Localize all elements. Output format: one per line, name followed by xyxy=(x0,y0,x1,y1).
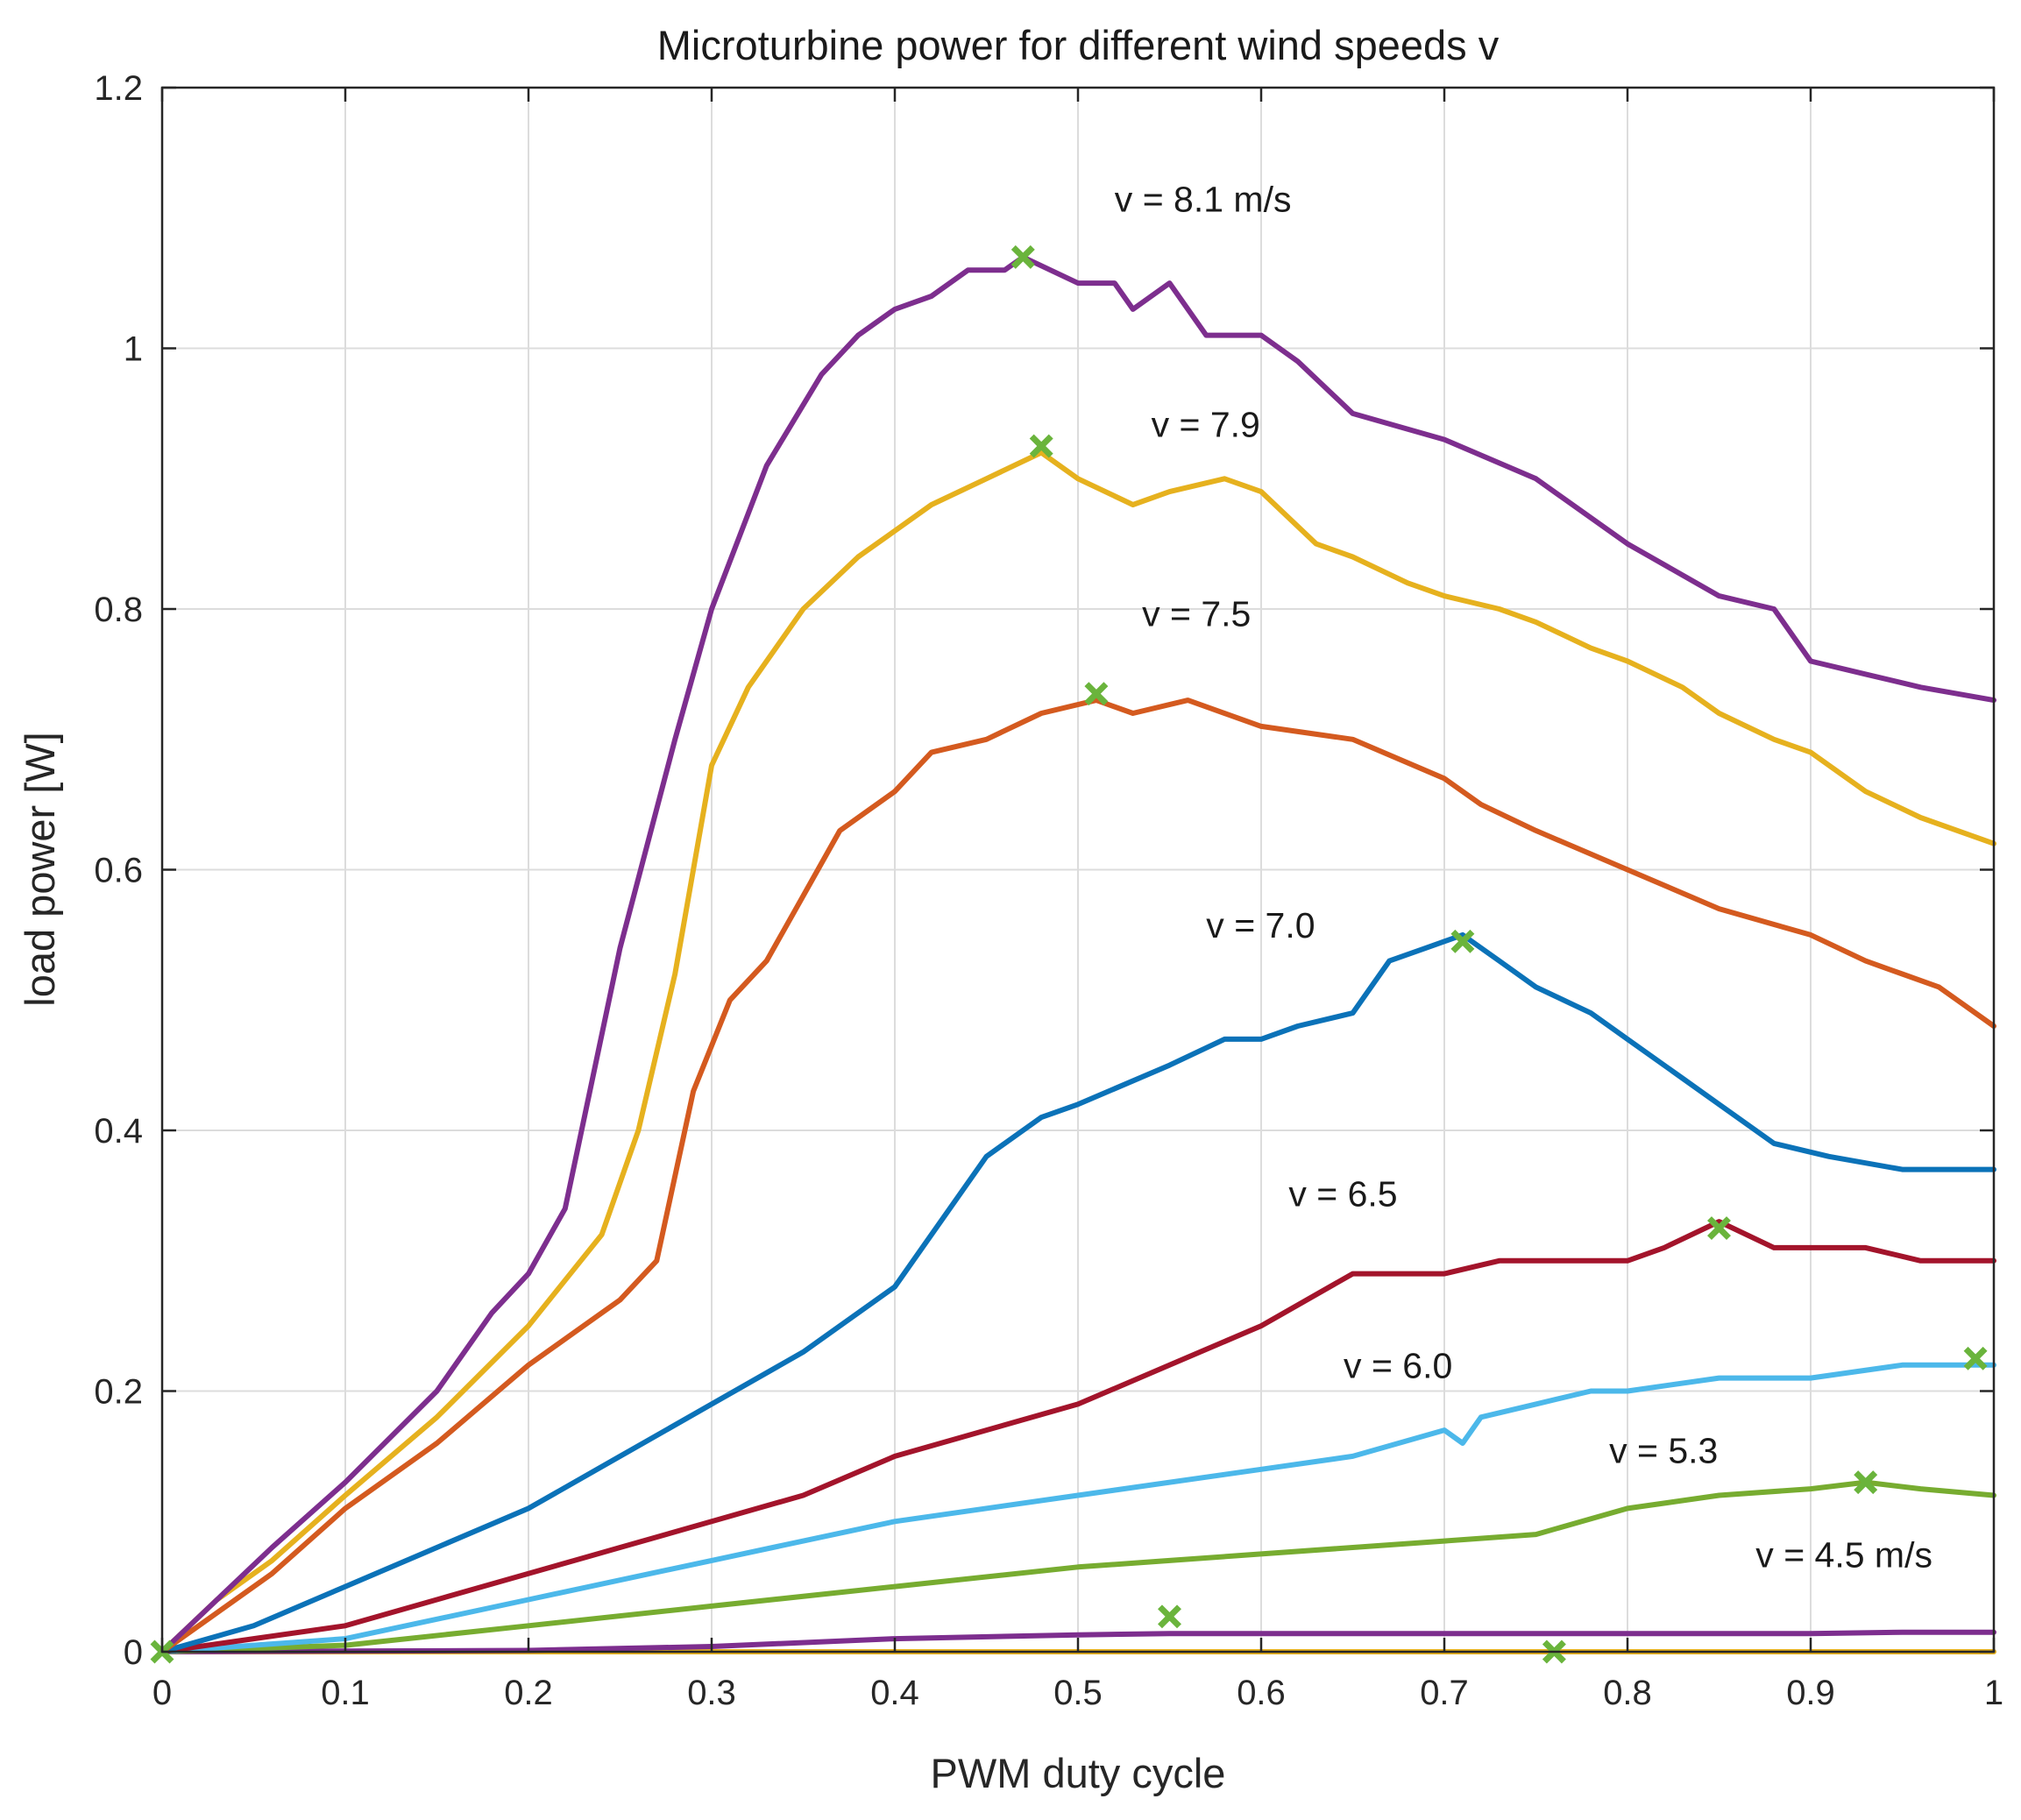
x-tick-label: 0.2 xyxy=(504,1674,553,1712)
x-tick-label: 0 xyxy=(152,1674,172,1712)
max-point-marker xyxy=(1158,1604,1181,1629)
x-tick-label: 0.7 xyxy=(1420,1674,1469,1712)
series-annotation: v = 7.5 xyxy=(1142,593,1251,634)
series-line-v-4-5-m-s xyxy=(160,1629,1996,1654)
chart-title: Microturbine power for different wind sp… xyxy=(657,22,1500,68)
x-tick-label: 0.8 xyxy=(1603,1674,1652,1712)
marker-stroke xyxy=(1450,929,1475,953)
y-tick-label: 0.4 xyxy=(94,1112,143,1151)
series-line-v-7-5 xyxy=(160,698,1996,1654)
series-annotation: v = 7.0 xyxy=(1206,905,1315,945)
max-point-marker xyxy=(1707,1216,1731,1241)
series-annotation: v = 7.9 xyxy=(1152,405,1260,445)
x-tick-label: 0.1 xyxy=(321,1674,370,1712)
x-tick-label: 0.4 xyxy=(870,1674,919,1712)
y-axis-label: load power [W] xyxy=(17,732,63,1006)
y-tick-label: 1 xyxy=(124,330,143,369)
x-axis-label: PWM duty cycle xyxy=(931,1750,1226,1796)
series-annotation: v = 5.3 xyxy=(1609,1430,1718,1470)
y-tick-label: 0.6 xyxy=(94,852,143,890)
tick-layer: 0 0.1 0.2 0.3 0.4 0.5 0.6 0.7 0.8 0.9 1 0 0.2 0.4 0.6 0… xyxy=(94,69,2003,1712)
max-point-marker xyxy=(1854,1470,1878,1495)
max-point-marker xyxy=(1450,929,1475,953)
series-line-v-6-5 xyxy=(160,1219,1996,1654)
annotation-layer: v = 8.1 m/s v = 7.9 v = 7.5 v = 7.0 v = 6.5 v… xyxy=(1115,179,1932,1575)
x-tick-label: 0.5 xyxy=(1053,1674,1103,1712)
y-tick-label: 0 xyxy=(124,1633,143,1672)
marker-stroke xyxy=(1029,434,1053,458)
max-point-marker xyxy=(1029,434,1053,458)
marker-stroke xyxy=(1854,1470,1878,1495)
y-tick-label: 0.2 xyxy=(94,1373,143,1412)
series-annotation: v = 4.5 m/s xyxy=(1755,1534,1932,1575)
series-annotation: v = 6.5 xyxy=(1288,1173,1397,1214)
marker-stroke xyxy=(1963,1346,1988,1370)
marker-stroke xyxy=(1010,244,1035,269)
x-tick-label: 1 xyxy=(1984,1674,2003,1712)
series-line-v-7-0 xyxy=(160,931,1996,1654)
series-line-v-6-0 xyxy=(160,1362,1996,1654)
x-tick-label: 0.3 xyxy=(687,1674,736,1712)
y-tick-label: 1.2 xyxy=(94,69,143,108)
max-point-marker xyxy=(1963,1346,1988,1370)
marker-stroke xyxy=(1707,1216,1731,1241)
series-line-v-5-3 xyxy=(160,1479,1996,1654)
x-tick-label: 0.9 xyxy=(1786,1674,1835,1712)
max-point-marker xyxy=(1084,682,1109,706)
y-tick-label: 0.8 xyxy=(94,591,143,629)
max-point-marker xyxy=(1010,244,1035,269)
series-annotation: v = 8.1 m/s xyxy=(1115,179,1292,219)
marker-stroke xyxy=(1158,1604,1181,1629)
x-tick-label: 0.6 xyxy=(1237,1674,1286,1712)
series-line-v-7-9 xyxy=(160,450,1996,1654)
series-annotation: v = 6.0 xyxy=(1344,1346,1452,1386)
marker-stroke xyxy=(1084,682,1109,706)
